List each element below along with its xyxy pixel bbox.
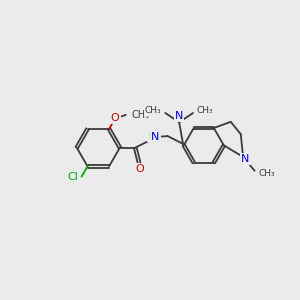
Text: CH₃: CH₃ (145, 106, 161, 115)
Text: N: N (175, 111, 183, 121)
Text: CH₃: CH₃ (132, 110, 150, 120)
Text: O: O (136, 164, 144, 174)
Text: H: H (148, 132, 155, 141)
Text: O: O (111, 113, 119, 123)
Text: CH₃: CH₃ (259, 169, 275, 178)
Text: N: N (151, 132, 160, 142)
Text: N: N (241, 154, 250, 164)
Text: CH₃: CH₃ (197, 106, 214, 115)
Text: Cl: Cl (68, 172, 79, 182)
